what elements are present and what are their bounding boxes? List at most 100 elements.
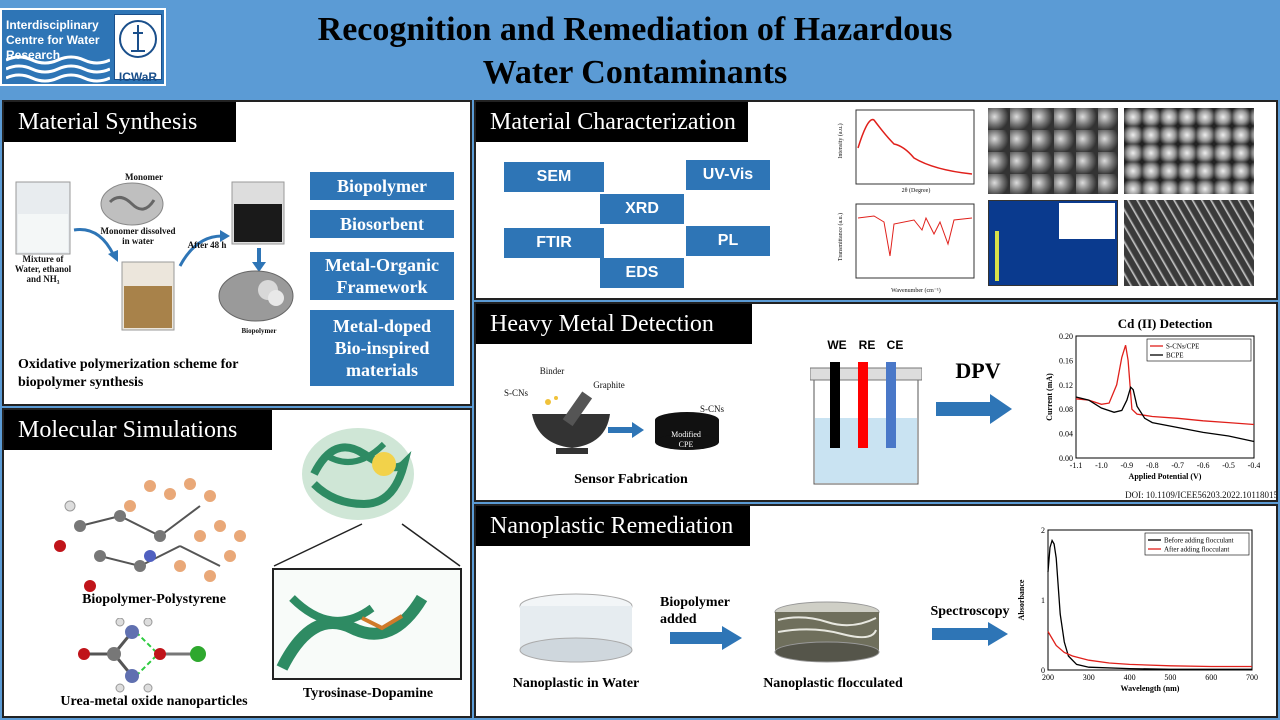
urea-label: Urea-metal oxide nanoparticles [60,694,248,709]
xrd-xlabel: 2θ (Degree) [901,188,931,194]
legend-label: BCPE [1166,352,1184,360]
y-tick-label: 0.12 [1059,381,1073,390]
beaker-mixture [15,181,71,255]
y-tick-label: 0.16 [1059,356,1073,365]
vial-flocculated-image [774,601,880,663]
urea-metal-oxide-model [78,618,206,693]
arrow-right-icon [932,622,1008,646]
vial-water-image [519,593,633,663]
arrow-right-icon [936,394,1012,424]
ftir-plot [855,203,975,279]
legend-label: S-CNs/CPE [1166,343,1199,351]
bp-ps-label: Biopolymer-Polystyrene [82,592,226,607]
arrow-right-icon [608,422,644,438]
absorbance-chart: 200 300 400 500 600 700 0 1 2 Wavelength (nm) Abso… [1018,526,1258,693]
monomer-label: Monomer [125,172,163,182]
x-tick-label: 300 [1083,673,1095,682]
legend-label: After adding flocculant [1164,546,1229,554]
material-biosorbent: Biosorbent [310,210,454,238]
cd-detection-chart: Cd (II) Detection -1.1 -1.0 -0.9 -0.8 -0.7 -0.… [1045,316,1260,481]
technique-ftir: FTIR [504,228,604,258]
x-tick-label: -0.9 [1121,461,1134,470]
remediation-heading: Nanoplastic Remediation [476,506,750,546]
eds-spectrum-image [988,200,1118,286]
x-tick-label: -0.7 [1171,461,1184,470]
legend-box [1146,338,1252,362]
material-biopolymer: Biopolymer [310,172,454,200]
dpv-label: DPV [955,358,1001,383]
beaker-black [231,181,285,245]
header-banner: Interdisciplinary Centre for Water Resea… [0,0,1280,98]
tyrosinase-protein [302,428,414,520]
x-tick-label: 700 [1246,673,1258,682]
tyrosinase-dopamine-zoom [272,568,462,680]
series-line [1047,538,1252,670]
seal-icon [119,20,157,58]
electrode-re: RE [858,338,876,352]
technique-sem: SEM [504,162,604,192]
y-tick-label: 0.00 [1059,454,1073,463]
mixture-label: Mixture of Water, ethanol and NH₃ [14,254,72,284]
x-tick-label: -1.0 [1095,461,1108,470]
xrd-ylabel: Intensity (a.u.) [838,123,844,159]
series-line [1047,631,1252,668]
simulation-heading: Molecular Simulations [4,410,272,450]
x-axis-label: Wavelength (nm) [1121,684,1180,693]
biopolymer-polystyrene-model [54,478,246,592]
page-title: Recognition and Remediation of Hazardous… [170,8,1100,94]
modified-cpe-label: Modified CPE [671,430,701,449]
sem-image-1 [988,108,1118,194]
y-tick-label: 0.20 [1059,332,1073,341]
sem-image-2 [1124,108,1254,194]
scns-label: S-CNs [503,388,528,398]
sensor-fabrication-caption: Sensor Fabrication [574,472,688,487]
x-tick-label: -0.4 [1248,461,1260,470]
y-axis-label: Current (mA) [1045,373,1054,421]
biopolymer-added-label: Biopolymer added [660,595,730,627]
x-tick-label: -1.1 [1070,461,1083,470]
electrode-ce: CE [886,338,904,352]
detection-panel: Heavy Metal Detection Binder S-CNs Graph… [474,302,1278,502]
synthesis-heading: Material Synthesis [4,102,236,142]
xrd-plot [855,109,975,185]
y-tick-label: 2 [1041,526,1045,535]
biopolymer-sem-image [218,270,294,322]
technique-pl: PL [686,226,770,256]
mortar-pestle-icon [532,391,610,454]
legend-label: Before adding flocculant [1164,537,1234,545]
title-line-2: Water Contaminants [482,54,788,91]
monomer-image [100,182,164,226]
arrow-down-icon [252,248,266,272]
synthesis-caption: Oxidative polymerization scheme for biop… [18,357,239,390]
title-line-1: Recognition and Remediation of Hazardous [317,11,953,48]
technique-xrd: XRD [600,194,684,224]
org-brand: ICWaR [118,70,158,84]
beaker-brown [121,261,175,331]
x-tick-label: 500 [1164,673,1176,682]
flocculated-label: Nanoplastic flocculated [763,676,903,691]
x-axis-label: Applied Potential (V) [1129,472,1202,481]
x-tick-label: 400 [1124,673,1136,682]
characterization-heading: Material Characterization [476,102,748,142]
y-tick-label: 0.08 [1059,405,1073,414]
biopolymer-label: Biopolymer [241,327,277,335]
x-tick-label: -0.6 [1197,461,1210,470]
detection-heading: Heavy Metal Detection [476,304,752,344]
simulation-panel: Molecular Simulations Biopolymer-Polysty… [2,408,472,718]
chart-title: Cd (II) Detection [1118,316,1213,331]
characterization-panel: Material Characterization SEM UV-Vis XRD… [474,100,1278,300]
ftir-ylabel: Transmittance (a.u.) [838,212,844,262]
org-logo: Interdisciplinary Centre for Water Resea… [0,8,166,86]
spectroscopy-label: Spectroscopy [930,604,1010,619]
y-tick-label: 0.04 [1059,430,1073,439]
arrow-icon [178,230,230,267]
electrode-we: WE [827,338,847,352]
material-mof: Metal-Organic Framework [310,252,454,300]
technique-eds: EDS [600,258,684,288]
arrow-right-icon [670,626,742,650]
ftir-xlabel: Wavenumber (cm⁻¹) [891,288,941,294]
y-tick-label: 0 [1041,666,1045,675]
remediation-panel: Nanoplastic Remediation Nanoplastic in W… [474,504,1278,718]
water-waves-icon [6,55,110,83]
synthesis-panel: Material Synthesis Mixture of Water, eth… [2,100,472,406]
